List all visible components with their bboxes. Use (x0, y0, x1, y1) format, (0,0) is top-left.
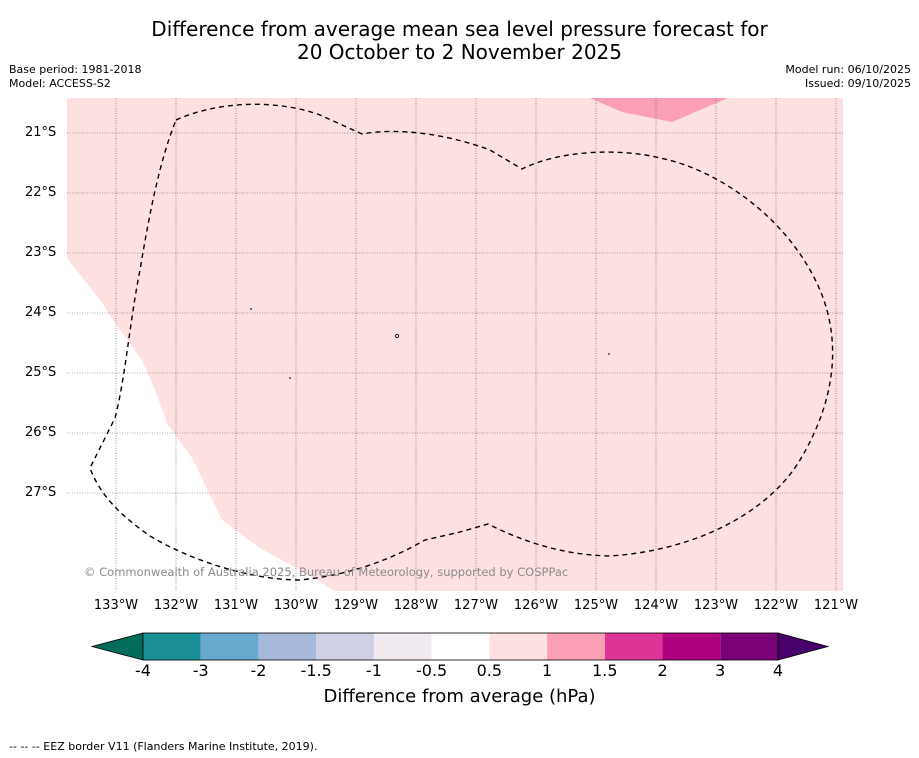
longitude-label: 133°W (93, 598, 139, 613)
colorbar-tick-label: 0.5 (476, 661, 503, 680)
colorbar-tick-label: -3 (192, 661, 209, 680)
latitude-label: 23°S (25, 245, 57, 260)
colorbar-tick-label: 1 (541, 661, 553, 680)
longitude-label: 132°W (153, 598, 199, 613)
map-title: Difference from average mean sea level p… (0, 18, 919, 64)
colorbar-tick-label: 4 (772, 661, 784, 680)
colorbar-tick-label: -0.5 (416, 661, 448, 680)
model-name: Model: ACCESS-S2 (9, 77, 111, 90)
issued-date: Issued: 09/10/2025 (804, 77, 911, 90)
latitude-label: 22°S (25, 185, 57, 200)
colorbar-tick-label: -4 (135, 661, 151, 680)
anomaly-region-light (67, 98, 843, 591)
base-period: Base period: 1981-2018 (9, 63, 142, 76)
colorbar-label: Difference from average (hPa) (323, 686, 596, 707)
meta-left: Base period: 1981-2018 Model: ACCESS-S2 (9, 63, 141, 91)
latitude-label: 24°S (25, 305, 57, 320)
colorbar-tick-label: 2 (657, 661, 668, 680)
title-line-1: Difference from average mean sea level p… (151, 17, 768, 41)
title-line-2: 20 October to 2 November 2025 (296, 40, 623, 64)
longitude-label: 130°W (273, 598, 319, 613)
colorbar-tick-label: 1.5 (592, 661, 618, 680)
latitude-label: 21°S (25, 125, 57, 140)
colorbar-tick-label: -1 (365, 661, 382, 680)
colorbar-tick-label: -2 (250, 661, 267, 680)
anomaly-region-strong (590, 98, 728, 122)
longitude-label: 125°W (573, 598, 619, 613)
longitude-label: 124°W (633, 598, 679, 613)
latitude-label: 26°S (25, 425, 57, 440)
island-feature (394, 333, 399, 338)
latitude-label: 27°S (25, 485, 57, 500)
copyright-notice: © Commonwealth of Australia 2025, Bureau… (84, 565, 569, 579)
colorbar-tick-label: -1.5 (300, 661, 332, 680)
longitude-label: 121°W (813, 598, 859, 613)
latitude-label: 25°S (25, 365, 57, 380)
longitude-label: 128°W (393, 598, 439, 613)
colorbar-tick-label: 3 (715, 661, 726, 680)
longitude-label: 122°W (753, 598, 799, 613)
longitude-label: 126°W (513, 598, 559, 613)
longitude-label: 131°W (213, 598, 259, 613)
longitude-label: 127°W (453, 598, 499, 613)
longitude-label: 123°W (693, 598, 739, 613)
eez-border (89, 103, 834, 581)
eez-footnote: -- -- -- EEZ border V11 (Flanders Marine… (9, 740, 318, 753)
model-run: Model run: 06/10/2025 (785, 63, 911, 76)
meta-right: Model run: 06/10/2025 Issued: 09/10/2025 (785, 63, 911, 91)
longitude-label: 129°W (333, 598, 379, 613)
